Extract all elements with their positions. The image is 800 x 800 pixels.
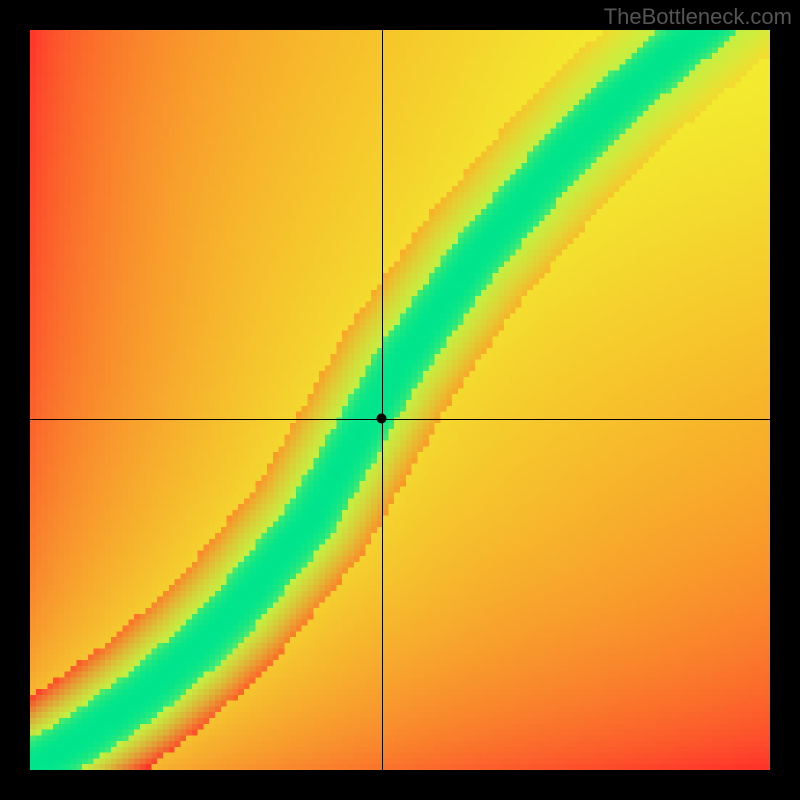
crosshair-overlay	[30, 30, 770, 770]
chart-container: TheBottleneck.com	[0, 0, 800, 800]
watermark-text: TheBottleneck.com	[604, 4, 792, 30]
heatmap-plot	[30, 30, 770, 770]
